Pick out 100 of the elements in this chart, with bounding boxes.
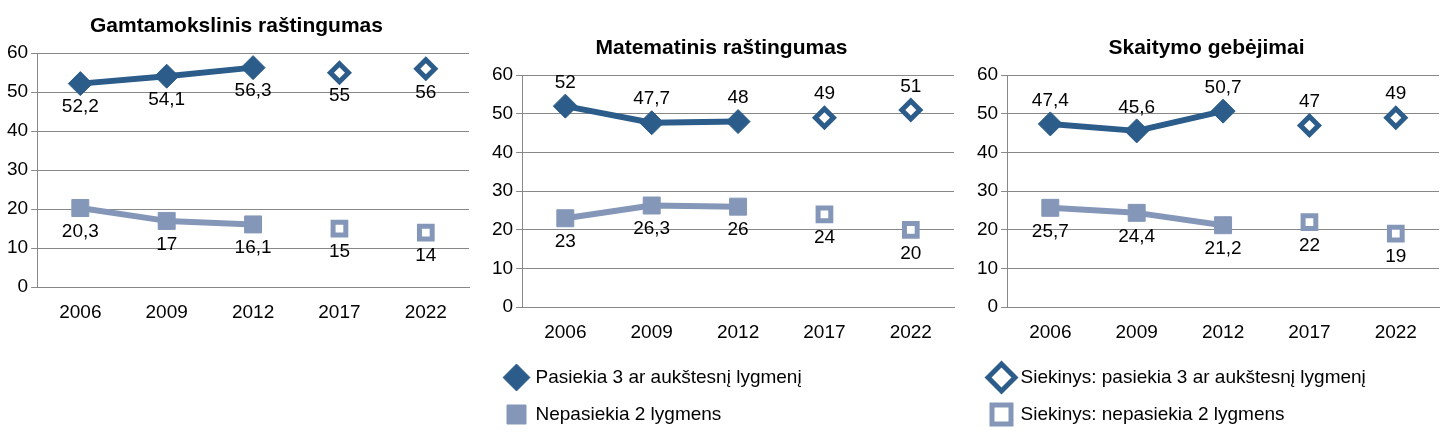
legend-label: Pasiekia 3 ar aukštesnį lygmenį	[535, 365, 802, 387]
data-label: 56,3	[234, 79, 272, 101]
point	[1386, 224, 1405, 243]
chart-title: Gamtamokslinis raštingumas	[90, 13, 383, 37]
legend-label: Siekinys: pasiekia 3 ar aukštesnį lygmenį	[1020, 365, 1366, 387]
data-label: 25,7	[1031, 219, 1069, 241]
point	[729, 197, 748, 216]
y-tick-label: 50	[6, 80, 29, 102]
x-tick-label: 2006	[59, 300, 102, 322]
data-label: 48	[727, 86, 749, 108]
point	[1300, 213, 1319, 231]
y-tick-label: 60	[6, 41, 29, 63]
data-label: 19	[1385, 245, 1407, 267]
data-label: 24,4	[1118, 224, 1156, 246]
data-label: 51	[900, 74, 922, 96]
legend-label: Siekinys: nepasiekia 2 lygmens	[1020, 402, 1285, 424]
x-tick-label: 2006	[1029, 320, 1072, 342]
point	[556, 209, 575, 228]
y-tick-label: 0	[17, 275, 29, 297]
y-tick-label: 30	[976, 179, 999, 201]
data-label: 47,4	[1031, 88, 1070, 110]
y-tick-label: 20	[976, 218, 999, 240]
data-label: 26,3	[633, 217, 671, 239]
point	[899, 98, 923, 122]
point	[639, 110, 665, 136]
x-tick-label: 2022	[1374, 320, 1417, 342]
x-tick-label: 2022	[404, 300, 447, 322]
data-label: 52	[554, 70, 576, 92]
y-tick-label: 40	[491, 140, 514, 162]
y-tick-label: 20	[491, 218, 514, 240]
point	[901, 221, 920, 239]
x-tick-label: 2017	[318, 300, 361, 322]
point	[642, 196, 661, 215]
data-label: 45,6	[1118, 95, 1156, 117]
y-tick-label: 30	[6, 158, 29, 180]
data-label: 47,7	[633, 87, 671, 109]
point	[67, 71, 93, 97]
point	[1041, 198, 1060, 217]
data-label: 52,2	[61, 95, 99, 117]
point	[71, 199, 90, 218]
y-tick-label: 40	[6, 119, 29, 141]
point	[1124, 118, 1150, 144]
point	[1214, 216, 1233, 235]
legend-label: Nepasiekia 2 lygmens	[535, 402, 722, 424]
y-tick-label: 50	[491, 102, 514, 124]
point	[240, 55, 266, 81]
x-tick-label: 2017	[803, 320, 846, 342]
x-tick-label: 2009	[1115, 320, 1158, 342]
point	[1127, 203, 1146, 222]
data-label: 54,1	[148, 87, 186, 109]
data-label: 20,3	[61, 219, 99, 241]
chart-title: Skaitymo gebėjimai	[1108, 35, 1305, 59]
point	[552, 93, 578, 119]
y-tick-label: 50	[976, 102, 999, 124]
y-tick-label: 10	[6, 236, 29, 258]
point	[1384, 106, 1408, 130]
point	[815, 205, 834, 224]
point	[1297, 113, 1321, 137]
point	[330, 219, 349, 238]
point	[327, 61, 351, 85]
data-label: 56	[415, 80, 437, 102]
chart-title: Matematinis raštingumas	[595, 35, 848, 59]
y-tick-label: 10	[491, 256, 514, 278]
data-label: 49	[813, 82, 836, 104]
data-label: 23	[554, 230, 576, 251]
point	[416, 223, 435, 242]
y-tick-label: 0	[987, 295, 999, 317]
y-tick-label: 10	[976, 256, 999, 278]
x-tick-label: 2009	[145, 300, 188, 322]
x-tick-label: 2012	[1201, 320, 1245, 342]
x-tick-label: 2006	[544, 320, 587, 342]
data-label: 17	[156, 232, 178, 254]
data-label: 26	[727, 218, 749, 240]
data-label: 21,2	[1204, 236, 1242, 258]
data-label: 14	[415, 244, 437, 266]
point	[812, 106, 836, 130]
data-label: 16,1	[234, 236, 272, 258]
data-label: 49	[1385, 82, 1407, 104]
x-tick-label: 2012	[716, 320, 760, 342]
y-tick-label: 30	[491, 179, 514, 201]
y-tick-label: 60	[491, 63, 514, 85]
y-tick-label: 40	[976, 140, 999, 162]
point	[244, 215, 263, 234]
point	[1210, 98, 1236, 124]
data-label: 15	[328, 240, 351, 262]
data-label: 47	[1298, 90, 1321, 112]
data-label: 55	[328, 84, 351, 106]
data-label: 50,7	[1204, 75, 1242, 97]
point	[414, 57, 438, 81]
data-label: 22	[1298, 233, 1321, 255]
x-tick-label: 2017	[1288, 320, 1331, 342]
y-tick-label: 0	[502, 295, 514, 317]
point	[154, 63, 180, 89]
y-tick-label: 20	[6, 197, 29, 219]
x-tick-label: 2022	[889, 320, 932, 342]
point	[157, 211, 176, 230]
x-tick-label: 2012	[231, 300, 275, 322]
data-label: 20	[900, 241, 922, 263]
y-tick-label: 60	[976, 63, 999, 85]
x-tick-label: 2009	[630, 320, 673, 342]
